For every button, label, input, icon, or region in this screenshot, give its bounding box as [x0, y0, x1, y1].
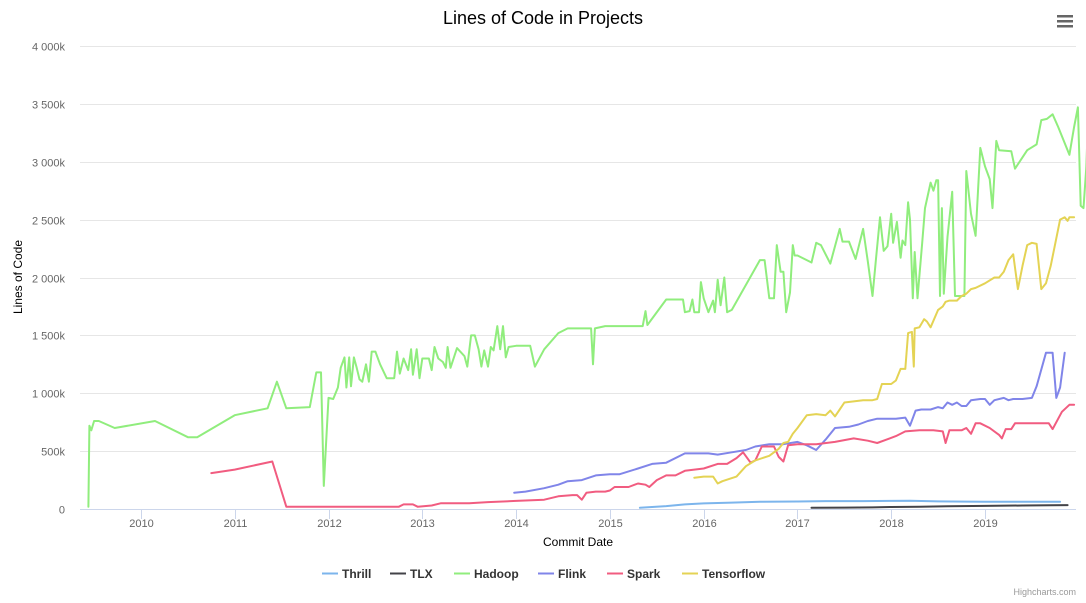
series-line-tensorflow[interactable]: [693, 216, 1076, 485]
y-tick-label: 0: [59, 505, 65, 517]
series-line-hadoop[interactable]: [87, 106, 1086, 508]
legend-label: Hadoop: [474, 567, 519, 581]
legend-item-tensorflow[interactable]: Tensorflow: [682, 567, 766, 581]
x-tick-label: 2012: [317, 518, 341, 530]
credits-link[interactable]: Highcharts.com: [1013, 587, 1076, 597]
legend-item-thrill[interactable]: Thrill: [322, 567, 371, 581]
x-tick-label: 2018: [879, 518, 903, 530]
y-tick-label: 4 000k: [32, 42, 66, 54]
legend-label: Thrill: [342, 567, 371, 581]
y-tick-label: 3 000k: [32, 158, 66, 170]
menu-button[interactable]: [1052, 10, 1076, 32]
y-tick-label: 2 500k: [32, 216, 66, 228]
chart-title: Lines of Code in Projects: [443, 8, 643, 28]
x-tick-label: 2011: [224, 518, 248, 530]
legend-item-flink[interactable]: Flink: [538, 567, 586, 581]
plot-series: [87, 106, 1086, 509]
x-tick-label: 2015: [598, 518, 622, 530]
y-tick-label: 3 500k: [32, 100, 66, 112]
x-tick-label: 2013: [410, 518, 434, 530]
x-tick-label: 2016: [692, 518, 716, 530]
legend-item-tlx[interactable]: TLX: [390, 567, 433, 581]
y-tick-label: 1 500k: [32, 331, 66, 343]
x-tick-label: 2017: [785, 518, 809, 530]
series-line-tlx[interactable]: [810, 504, 1069, 509]
x-axis: 2010 2011 2012 2013 2014 2015 2016 2017 2018 2019: [80, 509, 1076, 530]
y-tick-label: 2 000k: [32, 274, 66, 286]
series-line-spark[interactable]: [210, 403, 1076, 508]
legend-item-spark[interactable]: Spark: [607, 567, 661, 581]
y-axis-title: Lines of Code: [11, 240, 25, 314]
y-grid: [80, 46, 1076, 510]
legend-label: TLX: [410, 567, 433, 581]
y-axis-ticks: 0 500k 1 000k 1 500k 2 000k 2 500k 3 000k 3 500…: [32, 42, 66, 517]
legend-label: Spark: [627, 567, 661, 581]
legend-item-hadoop[interactable]: Hadoop: [454, 567, 519, 581]
legend-label: Tensorflow: [702, 567, 766, 581]
series-line-thrill[interactable]: [638, 499, 1062, 509]
hamburger-menu-icon: [1057, 15, 1073, 28]
legend: Thrill TLX Hadoop Flink Spark Tensorflow: [322, 567, 766, 581]
x-tick-label: 2019: [973, 518, 997, 530]
y-tick-label: 1 000k: [32, 389, 66, 401]
x-tick-label: 2010: [129, 518, 153, 530]
series-line-flink[interactable]: [513, 351, 1066, 494]
legend-label: Flink: [558, 567, 586, 581]
x-axis-title: Commit Date: [543, 535, 613, 549]
x-tick-label: 2014: [504, 518, 528, 530]
y-tick-label: 500k: [41, 447, 65, 459]
